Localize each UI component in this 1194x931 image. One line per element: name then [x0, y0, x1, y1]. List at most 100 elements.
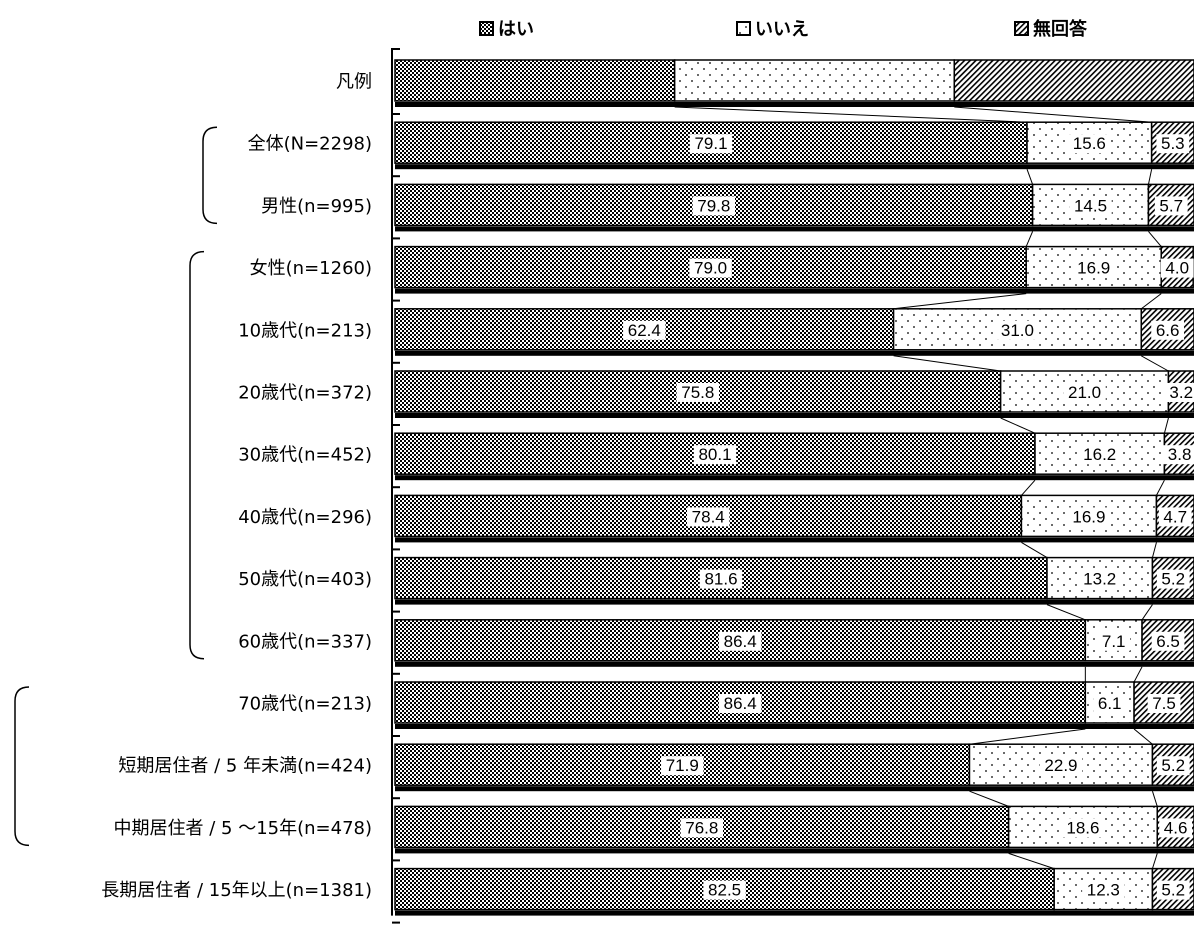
- data-label-bg: [1069, 196, 1112, 216]
- data-label: 4.6: [1164, 818, 1188, 837]
- data-label-bg: [1151, 320, 1185, 340]
- data-label-bg: [1078, 445, 1121, 465]
- connector-line: [1046, 604, 1086, 621]
- data-label: 7.1: [1102, 632, 1126, 651]
- group-bracket: [202, 126, 218, 225]
- data-label-bg: [693, 445, 737, 465]
- data-label-bg: [689, 258, 732, 278]
- data-label: 86.4: [724, 632, 757, 651]
- connector-line: [954, 106, 1152, 123]
- category-label: 男性(n=995): [261, 196, 372, 217]
- data-label-bg: [1163, 445, 1194, 465]
- data-label-bg: [1082, 880, 1125, 900]
- data-label: 4.7: [1163, 507, 1187, 526]
- connector-line: [1140, 293, 1162, 310]
- category-label: 50歳代(n=403): [238, 569, 372, 590]
- connector-line: [1008, 852, 1055, 870]
- connector-line: [1151, 853, 1158, 869]
- data-label: 6.1: [1098, 694, 1122, 713]
- row-separator: [395, 475, 1194, 481]
- data-label-bg: [623, 320, 666, 340]
- data-label-bg: [718, 694, 762, 713]
- bar-segment: [953, 59, 1194, 102]
- group-brackets: [14, 126, 218, 847]
- data-label-bg: [1151, 631, 1185, 651]
- connector-line: [1141, 355, 1169, 372]
- data-label: 6.5: [1156, 632, 1180, 651]
- data-label: 12.3: [1087, 881, 1120, 900]
- connector-line: [674, 106, 1028, 123]
- data-label-bg: [1072, 258, 1115, 278]
- group-bracket: [14, 686, 30, 847]
- data-label: 62.4: [628, 321, 661, 340]
- data-label: 81.6: [704, 570, 737, 589]
- connector-line: [969, 790, 1009, 807]
- category-label: 40歳代(n=296): [238, 507, 372, 528]
- group-bracket: [189, 250, 205, 660]
- data-label: 3.2: [1169, 383, 1193, 402]
- data-label: 79.0: [694, 259, 727, 278]
- data-label: 5.2: [1161, 881, 1185, 900]
- data-label-bg: [1156, 569, 1190, 589]
- connector-line: [1151, 542, 1157, 558]
- data-label: 3.8: [1168, 445, 1192, 464]
- data-label: 5.2: [1161, 756, 1185, 775]
- data-label-bg: [1156, 134, 1190, 154]
- data-label: 75.8: [681, 383, 714, 402]
- data-label-bg: [1158, 507, 1192, 527]
- data-label-bg: [1159, 818, 1193, 838]
- row-separator: [395, 848, 1194, 854]
- data-label-bg: [1156, 880, 1190, 900]
- data-label-bg: [699, 569, 743, 589]
- connector-line: [969, 728, 1086, 745]
- data-label: 71.9: [666, 756, 699, 775]
- data-label: 5.7: [1159, 196, 1183, 215]
- data-label: 16.9: [1077, 259, 1110, 278]
- connector-line: [1148, 231, 1162, 247]
- connector-line: [1151, 791, 1158, 807]
- data-label: 76.8: [685, 818, 718, 837]
- row-separator: [395, 786, 1194, 792]
- data-label-bg: [692, 196, 736, 216]
- connector-lines: [674, 106, 1169, 870]
- data-label: 5.3: [1161, 134, 1185, 153]
- bar-segment: [1141, 619, 1194, 662]
- row-separator: [395, 661, 1194, 667]
- data-label-bg: [1164, 383, 1194, 402]
- data-label-bg: [996, 320, 1039, 340]
- data-label-bg: [687, 507, 730, 527]
- data-label: 86.4: [724, 694, 757, 713]
- row-separator: [395, 226, 1194, 232]
- data-label: 82.5: [708, 881, 741, 900]
- data-label-bg: [680, 818, 724, 838]
- category-label: 60歳代(n=337): [238, 631, 372, 652]
- category-label: 70歳代(n=213): [238, 694, 372, 715]
- data-label-bg: [1156, 756, 1190, 776]
- data-label-bg: [1068, 134, 1111, 154]
- data-label-bg: [718, 631, 762, 651]
- data-label-bg: [1154, 196, 1188, 216]
- row-separator: [395, 102, 1194, 107]
- data-label: 4.0: [1165, 259, 1189, 278]
- data-label: 5.2: [1161, 570, 1185, 589]
- bar-segment: [1007, 805, 1158, 849]
- data-label: 16.2: [1083, 445, 1116, 464]
- data-label: 15.6: [1073, 134, 1106, 153]
- data-label-bg: [1063, 383, 1106, 402]
- data-label-bg: [703, 880, 746, 900]
- connector-line: [1147, 169, 1153, 185]
- connector-line: [1025, 231, 1034, 247]
- data-label: 16.9: [1072, 507, 1105, 526]
- connector-line: [1141, 604, 1153, 621]
- legend-label: いいえ: [755, 19, 809, 40]
- data-label-bg: [1039, 756, 1083, 776]
- data-label: 21.0: [1068, 383, 1101, 402]
- connector-line: [1021, 479, 1036, 496]
- legend-swatch: [736, 21, 751, 36]
- bars: 79.1 15.6 5.3 79.8 14.5 5.7 79.0 16.9 4.0 62.4 31.…: [394, 59, 1194, 916]
- connector-line: [893, 293, 1027, 310]
- data-label: 14.5: [1074, 196, 1107, 215]
- legend-label: 無回答: [1033, 18, 1088, 40]
- legend-swatch: [1014, 21, 1029, 36]
- row-separator: [395, 537, 1194, 543]
